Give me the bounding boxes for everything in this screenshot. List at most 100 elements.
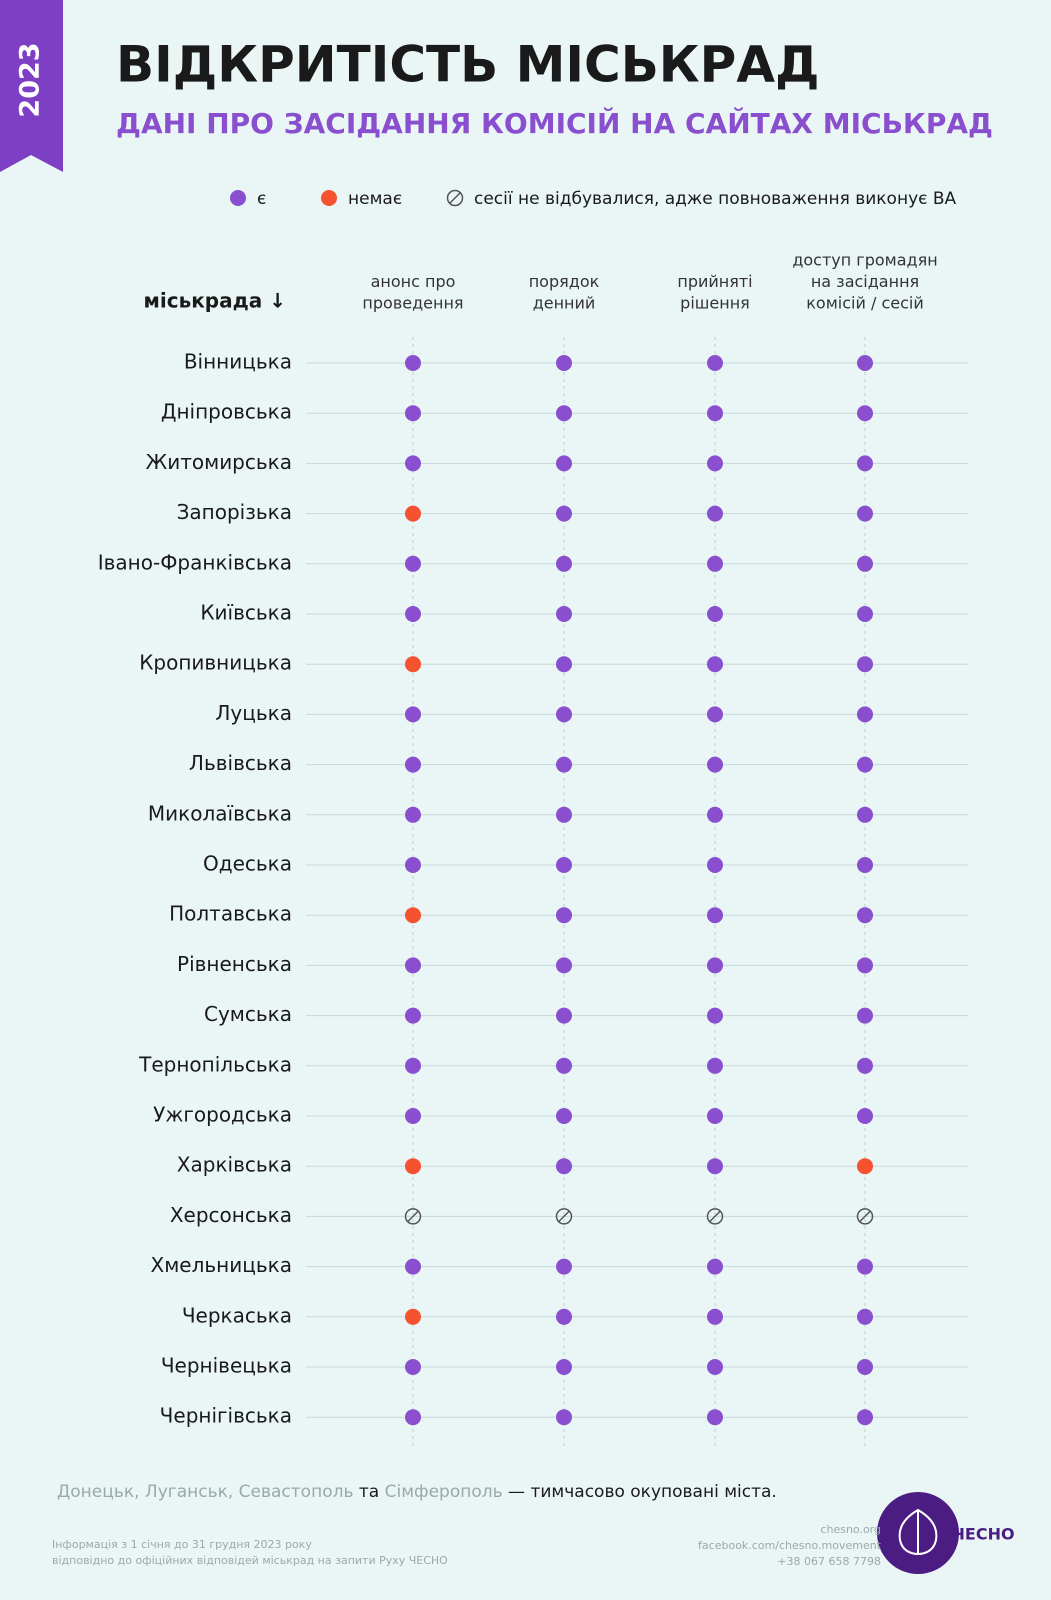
status-dot [857, 1308, 873, 1325]
contact-line: facebook.com/chesno.movement [698, 1539, 882, 1552]
status-dot [707, 756, 723, 773]
status-dot [556, 555, 572, 572]
row-label: Рівненська [177, 952, 292, 976]
status-dot [707, 1308, 723, 1325]
row-label: Чернігівська [160, 1404, 292, 1428]
na-symbol [446, 189, 464, 207]
na-slash [709, 1210, 721, 1222]
na-symbol [555, 1208, 573, 1225]
status-dot [857, 1359, 873, 1375]
status-dot [405, 756, 421, 773]
status-dot [405, 1409, 421, 1426]
status-dot [405, 1308, 421, 1325]
status-dot [857, 1057, 873, 1074]
status-dot [556, 1057, 572, 1074]
status-dot [405, 455, 421, 472]
status-dot [707, 857, 723, 873]
column-header: прийняті [677, 272, 752, 291]
status-dot [556, 857, 572, 873]
status-dot [857, 555, 873, 572]
status-dot [405, 1258, 421, 1275]
status-dot [556, 1007, 572, 1024]
logo-icon [898, 1508, 938, 1556]
status-dot [707, 455, 723, 472]
status-dot [556, 656, 572, 673]
status-dot [857, 1158, 873, 1175]
na-slash [859, 1210, 871, 1222]
status-dot [405, 555, 421, 572]
status-dot [857, 1108, 873, 1124]
status-dot [405, 1108, 421, 1124]
row-label: Миколаївська [148, 801, 292, 825]
status-dot [405, 656, 421, 673]
status-dot [405, 505, 421, 522]
column-header: проведення [362, 294, 463, 313]
row-label: Луцька [215, 701, 292, 725]
row-label: Чернівецька [161, 1354, 292, 1378]
na-slash [558, 1210, 570, 1222]
badge-ribbon [0, 0, 63, 172]
note-part: та [354, 1482, 385, 1502]
row-label: Запорізька [177, 500, 292, 524]
status-dot [556, 1308, 572, 1325]
row-label: Ужгородська [153, 1103, 292, 1127]
status-dot [556, 907, 572, 924]
status-dot [405, 907, 421, 924]
status-dot [405, 1158, 421, 1175]
status-dot [857, 1007, 873, 1024]
column-header: анонс про [371, 272, 456, 291]
status-dot [707, 907, 723, 924]
badge: 2023 [15, 42, 46, 117]
status-dot [556, 1258, 572, 1275]
row-label: Київська [200, 601, 292, 625]
status-dot [707, 505, 723, 522]
status-dot [857, 806, 873, 823]
status-dot [857, 656, 873, 673]
legend-label: є [257, 189, 266, 209]
legend-label: немає [348, 189, 402, 209]
note-part: Сімферополь [385, 1482, 503, 1502]
column-header: доступ громадян [792, 251, 937, 270]
status-dot [405, 806, 421, 823]
status-dot [321, 190, 337, 206]
title: ВІДКРИТІСТЬ МІСЬКРАД [116, 36, 820, 94]
status-dot [707, 706, 723, 723]
status-dot [556, 505, 572, 522]
status-dot [707, 957, 723, 974]
row-label: Херсонська [170, 1203, 292, 1227]
na-circle [446, 189, 464, 207]
status-dot [707, 1359, 723, 1375]
logo-text: ЧЕСНО [952, 1525, 1015, 1544]
status-dot [857, 857, 873, 873]
na-symbol [706, 1208, 724, 1225]
column-header: рішення [680, 294, 750, 313]
row-label: Житомирська [146, 450, 292, 474]
status-dot [857, 1409, 873, 1426]
status-dot [857, 1258, 873, 1275]
na-slash [449, 192, 461, 204]
row-label: Одеська [203, 852, 292, 876]
status-dot [857, 405, 873, 422]
status-dot [707, 1409, 723, 1426]
status-dot [556, 957, 572, 974]
row-label: Харківська [177, 1153, 292, 1177]
status-dot [405, 405, 421, 422]
na-circle [856, 1208, 874, 1225]
column-header: денний [533, 294, 596, 313]
status-dot [556, 706, 572, 723]
na-circle [555, 1208, 573, 1225]
column-header: порядок [529, 272, 600, 291]
status-dot [707, 806, 723, 823]
na-slash [407, 1210, 419, 1222]
status-dot [857, 505, 873, 522]
note-part: Донецьк, Луганськ, Севастополь [57, 1482, 354, 1502]
contact-line: +38 067 658 7798 [777, 1555, 881, 1568]
status-dot [707, 1108, 723, 1124]
row-label: Вінницька [184, 350, 292, 374]
status-dot [405, 1057, 421, 1074]
footer-note: Донецьк, Луганськ, Севастополь та Сімфер… [57, 1482, 777, 1502]
row-label: Хмельницька [151, 1253, 292, 1277]
row-label: Кропивницька [139, 651, 292, 675]
row-label: Івано-Франківська [98, 550, 292, 574]
